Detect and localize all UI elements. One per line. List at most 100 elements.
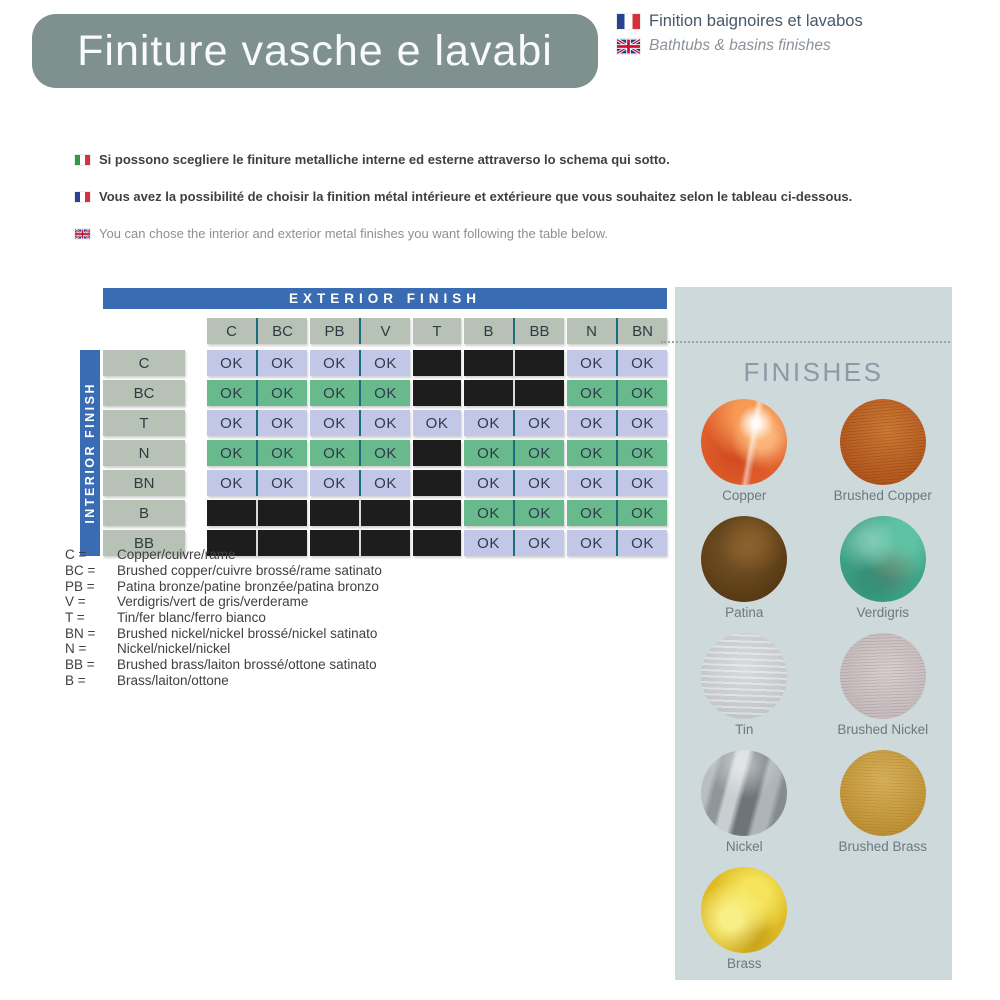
exterior-finish-label: EXTERIOR FINISH [288, 291, 481, 306]
subtitle-row-french: Finition baignoires et lavabos [617, 12, 863, 31]
subtitle-french: Finition baignoires et lavabos [649, 12, 863, 30]
column-group: C BC [207, 318, 307, 344]
legend-abbr-BN: BN = [65, 625, 96, 641]
cell-group [413, 530, 461, 556]
matrix-column-headers: C BC PB V T B BB N BN [207, 318, 667, 344]
cell-divider [256, 380, 258, 406]
cell-group [207, 500, 307, 526]
cell-group: OK OK [207, 470, 307, 496]
legend-abbr-PB: PB = [65, 578, 95, 594]
legend-abbr-T: T = [65, 610, 85, 626]
row-header-BN: BN [103, 470, 185, 496]
matrix-cell-BN-T [413, 470, 461, 496]
cell-divider [616, 410, 618, 436]
cell-group: OK OK [567, 380, 667, 406]
intro-text-it: Si possono scegliere le finiture metalli… [99, 152, 670, 167]
cell-group: OK OK [207, 440, 307, 466]
cell-group: OK [413, 410, 461, 436]
finish-swatch-brass [701, 867, 788, 953]
matrix-cell-BN-BN: OK [618, 470, 667, 496]
matrix-cell-T-T: OK [413, 410, 461, 436]
matrix-cell-BC-V: OK [361, 380, 410, 406]
matrix-cell-BB-B: OK [464, 530, 513, 556]
matrix-cell-N-T [413, 440, 461, 466]
finish-item-tin: Tin [701, 633, 788, 750]
finish-label-brushed-brass: Brushed Brass [838, 839, 928, 854]
matrix-cell-T-V: OK [361, 410, 410, 436]
finishes-grid: Copper Brushed Copper Patina Verdigris Tin Br… [675, 399, 952, 984]
finish-swatch-brushed-brass [839, 750, 926, 836]
italy-flag-icon [75, 154, 90, 165]
cell-group: OK OK [464, 410, 564, 436]
finish-swatch-patina [701, 516, 788, 602]
matrix-cell-N-BN: OK [618, 440, 667, 466]
column-group: T [413, 318, 461, 344]
col-header-BB: BB [515, 318, 564, 344]
finish-label-verdigris: Verdigris [856, 605, 910, 620]
matrix-cell-C-T [413, 350, 461, 376]
legend-desc-BC: Brushed copper/cuivre brossé/rame satina… [117, 563, 382, 579]
matrix-cell-B-B: OK [464, 500, 513, 526]
matrix-cell-C-N: OK [567, 350, 616, 376]
row-cells: OK OK OK OK OK OK [207, 380, 667, 406]
legend-desc-B: Brass/laiton/ottone [117, 672, 229, 688]
row-header-B: B [103, 500, 185, 526]
col-header-BC: BC [258, 318, 307, 344]
matrix-cell-C-BN: OK [618, 350, 667, 376]
subtitle-english: Bathtubs & basins finishes [649, 37, 831, 54]
matrix-cell-N-N: OK [567, 440, 616, 466]
matrix-cell-BC-N: OK [567, 380, 616, 406]
matrix-cell-T-B: OK [464, 410, 513, 436]
cell-group: OK OK [207, 380, 307, 406]
cell-group: OK OK [464, 470, 564, 496]
matrix-cell-B-N: OK [567, 500, 616, 526]
matrix-cell-BB-N: OK [567, 530, 616, 556]
matrix-cell-B-C [207, 500, 256, 526]
column-group: B BB [464, 318, 564, 344]
france-flag-icon [75, 191, 90, 202]
cell-divider [256, 350, 258, 376]
matrix-row-T: T OK OK OK OK OK OK OK OK OK [103, 410, 667, 436]
cell-group: OK OK [567, 440, 667, 466]
cell-group [413, 500, 461, 526]
finish-item-brushed-brass: Brushed Brass [838, 750, 927, 867]
cell-divider [616, 440, 618, 466]
row-cells: OK OK OK OK OK OK OK OK [207, 470, 667, 496]
finish-swatch-copper [701, 399, 788, 485]
legend-desc-V: Verdigris/vert de gris/verderame [117, 594, 309, 610]
cell-group: OK OK [567, 410, 667, 436]
cell-divider [616, 470, 618, 496]
page-title: Finiture vasche e lavabi [77, 26, 553, 75]
row-header-N: N [103, 440, 185, 466]
column-divider [359, 318, 361, 344]
matrix-cell-C-B [464, 350, 513, 376]
matrix-cell-BN-PB: OK [310, 470, 359, 496]
finish-label-nickel: Nickel [725, 839, 763, 854]
cell-divider [616, 350, 618, 376]
column-divider [256, 318, 258, 344]
matrix-row-B: B OK OK OK OK [103, 500, 667, 526]
matrix-cell-BB-BB: OK [515, 530, 564, 556]
cell-group: OK OK [567, 500, 667, 526]
matrix-cell-C-PB: OK [310, 350, 359, 376]
cell-divider [513, 350, 515, 376]
legend-line-PB: PB = Patina bronze/patine bronzée/patina … [65, 578, 382, 594]
legend-desc-C: Copper/cuivre/rame [117, 547, 236, 563]
matrix-cell-BN-B: OK [464, 470, 513, 496]
uk-flag-icon [75, 228, 90, 239]
matrix-cell-B-V [361, 500, 410, 526]
legend-line-N: N = Nickel/nickel/nickel [65, 641, 382, 657]
intro-line-en: You can chose the interior and exterior … [75, 226, 608, 241]
matrix-cell-T-BC: OK [258, 410, 307, 436]
cell-group [464, 350, 564, 376]
cell-group: OK OK [567, 470, 667, 496]
legend-abbr-V: V = [65, 594, 86, 610]
cell-divider [359, 410, 361, 436]
matrix-cell-B-BB: OK [515, 500, 564, 526]
cell-group: OK OK [310, 470, 410, 496]
cell-group: OK OK [464, 440, 564, 466]
legend-line-BC: BC = Brushed copper/cuivre brossé/rame sa… [65, 563, 382, 579]
matrix-cell-BC-C: OK [207, 380, 256, 406]
finish-label-patina: Patina [725, 605, 764, 620]
